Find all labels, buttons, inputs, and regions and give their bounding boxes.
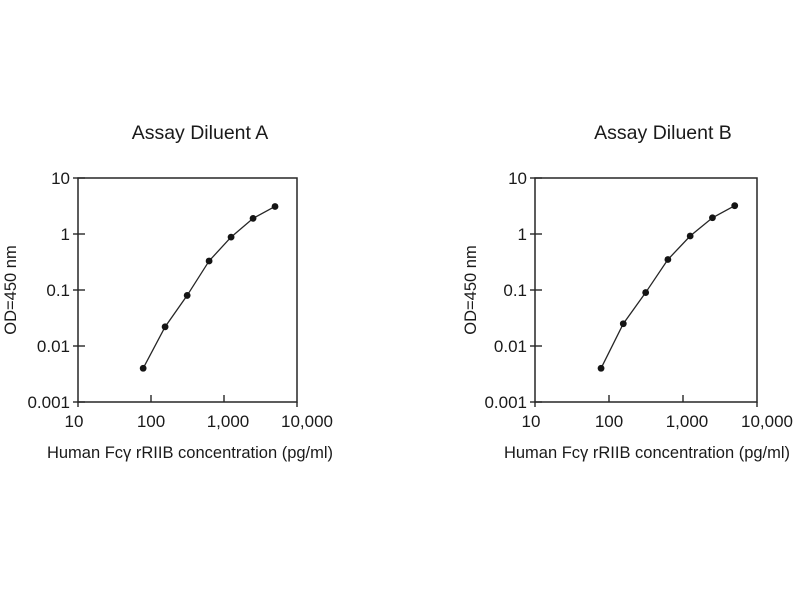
data-point-marker	[619, 320, 627, 328]
x-tick-label: 100	[137, 412, 165, 431]
x-tick-label: 10	[522, 412, 541, 431]
data-point-marker	[271, 203, 279, 210]
y-tick-label: 0.001	[27, 393, 70, 412]
data-point-marker	[686, 232, 694, 240]
data-point-marker	[731, 202, 739, 210]
x-tick-label: 1,000	[666, 412, 709, 431]
data-point-marker	[664, 256, 672, 263]
x-tick-label: 100	[595, 412, 623, 431]
chart-b-x-axis-label: Human Fcγ rRIIB concentration (pg/ml)	[503, 444, 791, 462]
y-tick-label: 1	[518, 225, 527, 244]
data-point-marker	[642, 289, 650, 296]
chart-0-plot-group: 10 100 1,000 10,000 10 1 0.1 0.01 0.001	[27, 169, 333, 431]
data-point-marker	[709, 214, 716, 222]
data-point-marker	[205, 257, 213, 265]
x-tick-label: 10,000	[741, 412, 793, 431]
chart-b-title: Assay Diluent B	[594, 122, 732, 144]
chart-a-x-axis-label: Human Fcγ rRIIB concentration (pg/ml)	[46, 444, 334, 462]
y-tick-label: 0.1	[46, 281, 70, 300]
chart-1-plot-group: 10 100 1,000 10,000 10 1 0.1 0.01 0.001	[484, 169, 793, 431]
standard-curve-line	[142, 205, 276, 369]
x-tick-label: 10,000	[281, 412, 333, 431]
y-tick-label: 0.1	[503, 281, 527, 300]
y-tick-label: 1	[61, 225, 70, 244]
data-point-marker	[227, 233, 235, 241]
x-tick-label: 10	[65, 412, 84, 431]
y-tick-label: 0.01	[37, 337, 70, 356]
data-point-marker	[139, 364, 147, 372]
y-tick-label: 10	[51, 169, 70, 188]
y-tick-label: 0.01	[494, 337, 527, 356]
data-point-marker	[597, 364, 605, 372]
data-point-marker	[249, 214, 257, 222]
y-tick-label: 10	[508, 169, 527, 188]
y-tick-label: 0.001	[484, 393, 527, 412]
data-point-marker	[161, 323, 169, 331]
chart-a-title: Assay Diluent A	[131, 122, 269, 144]
plot-frame	[77, 177, 298, 403]
data-point-marker	[183, 292, 191, 299]
standard-curve-line	[600, 205, 736, 369]
x-tick-label: 1,000	[207, 412, 250, 431]
